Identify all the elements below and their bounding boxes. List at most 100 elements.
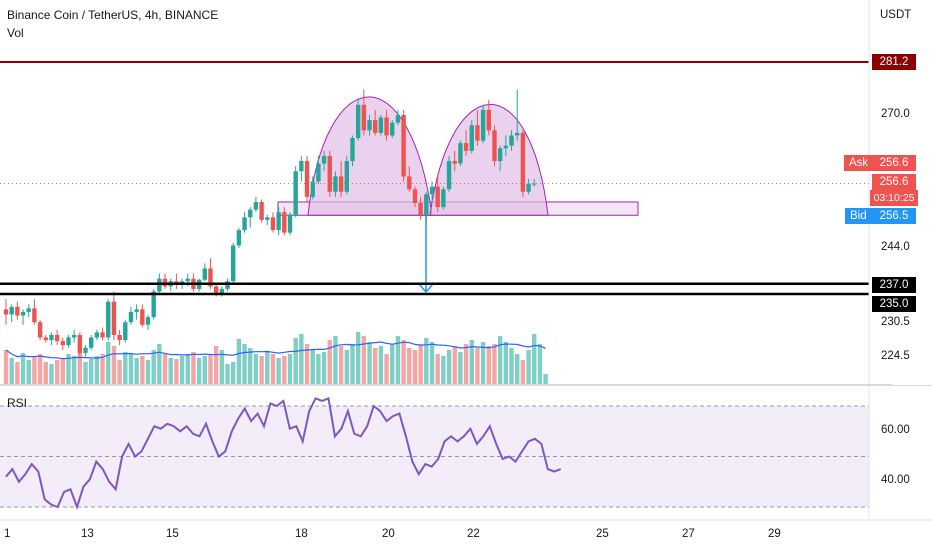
candle-body — [441, 189, 446, 208]
candle-body — [401, 115, 406, 177]
volume-bar — [185, 354, 190, 384]
volume-bar — [282, 356, 287, 384]
resistance-price-tag: 281.2 — [872, 54, 916, 70]
support-price-tag-1: 237.0 — [872, 277, 916, 293]
volume-bar — [179, 356, 185, 384]
candle-body — [304, 161, 310, 197]
candle-body — [77, 334, 83, 353]
candle-body — [157, 278, 162, 292]
candle-body — [231, 245, 236, 282]
candle-body — [242, 217, 247, 231]
candle-body — [270, 217, 276, 231]
volume-bar — [503, 342, 509, 384]
volume-bar — [287, 354, 293, 384]
candle-body — [140, 309, 145, 325]
volume-bar — [140, 356, 145, 384]
candle-body — [213, 286, 219, 294]
candle-body — [26, 308, 31, 312]
volume-bar — [71, 356, 77, 384]
candle-body — [355, 104, 361, 139]
volume-bar — [208, 354, 213, 384]
volume-bar — [43, 362, 48, 384]
volume-bar — [259, 356, 264, 384]
candle-body — [3, 309, 9, 315]
candle-body — [390, 122, 395, 136]
price-levels — [0, 61, 869, 296]
volume-bar — [338, 346, 344, 384]
volume-bar — [350, 344, 355, 384]
candle-body — [469, 125, 474, 151]
candle-body — [310, 181, 315, 197]
volume-bar — [270, 354, 276, 384]
candle-body — [265, 217, 270, 220]
candle-body — [71, 334, 77, 338]
volume-bar — [32, 356, 37, 384]
candle-body — [276, 212, 281, 231]
candle-body — [435, 186, 440, 208]
candle-body — [37, 322, 43, 338]
volume-bar — [441, 356, 446, 384]
price-tick: 270.0 — [881, 108, 910, 120]
volume-bar — [395, 336, 401, 384]
rsi-line — [5, 397, 562, 511]
candle-body — [100, 332, 105, 338]
bid-price-tag: 256.5 — [872, 208, 916, 224]
volume-bar — [89, 359, 94, 384]
candle-body — [293, 171, 298, 215]
volume-bar — [106, 342, 111, 384]
candle-body — [282, 212, 287, 233]
candle-body — [327, 155, 332, 192]
volume-bar — [191, 352, 196, 384]
candle-body — [287, 214, 293, 233]
volume-bar — [174, 359, 179, 384]
volume-bar — [355, 332, 361, 384]
volume-bar — [236, 339, 242, 384]
volume-bar — [497, 336, 503, 384]
pattern-drawings — [277, 96, 639, 294]
candle-body — [526, 183, 531, 192]
volume-bar — [509, 348, 514, 384]
candle-body — [321, 155, 327, 164]
volume-bar — [100, 354, 105, 384]
volume-bar — [111, 346, 117, 384]
volume-bar — [168, 358, 173, 384]
rsi-pane — [0, 397, 869, 511]
time-tick: 29 — [768, 528, 781, 540]
time-tick: 13 — [81, 528, 94, 540]
candle-body — [54, 334, 60, 342]
volume-bar — [424, 338, 429, 384]
candle-body — [145, 317, 151, 325]
volume-bar — [412, 350, 418, 384]
volume-bar — [145, 360, 151, 384]
time-tick: 15 — [166, 528, 179, 540]
time-tick: 25 — [596, 528, 609, 540]
volume-bar — [3, 350, 9, 384]
candle-body — [407, 176, 412, 190]
volume-bar — [463, 344, 469, 384]
candle-body — [151, 291, 156, 318]
ask-label-tag: Ask — [844, 155, 874, 171]
candle-body — [395, 115, 401, 123]
volume-bar — [26, 360, 31, 384]
candle-body — [106, 301, 111, 338]
candle-body — [520, 132, 526, 192]
volume-bar — [242, 344, 247, 384]
candle-body — [333, 176, 338, 192]
volume-bar — [543, 374, 548, 384]
rsi-tick: 40.00 — [881, 474, 910, 486]
volume-bar — [213, 346, 219, 384]
volume-bar — [384, 354, 389, 384]
candle-body — [111, 301, 117, 335]
breakdown-arrow-head — [418, 283, 434, 294]
volume-bar — [373, 348, 378, 384]
candle-body — [486, 109, 491, 131]
time-tick: 18 — [295, 528, 308, 540]
candle-body — [208, 268, 213, 287]
volume-bar — [299, 334, 304, 384]
candle-body — [32, 308, 37, 323]
volume-bar — [225, 364, 230, 384]
candle-body — [532, 183, 537, 185]
candle-body — [253, 201, 259, 210]
volume-bar — [321, 352, 327, 384]
